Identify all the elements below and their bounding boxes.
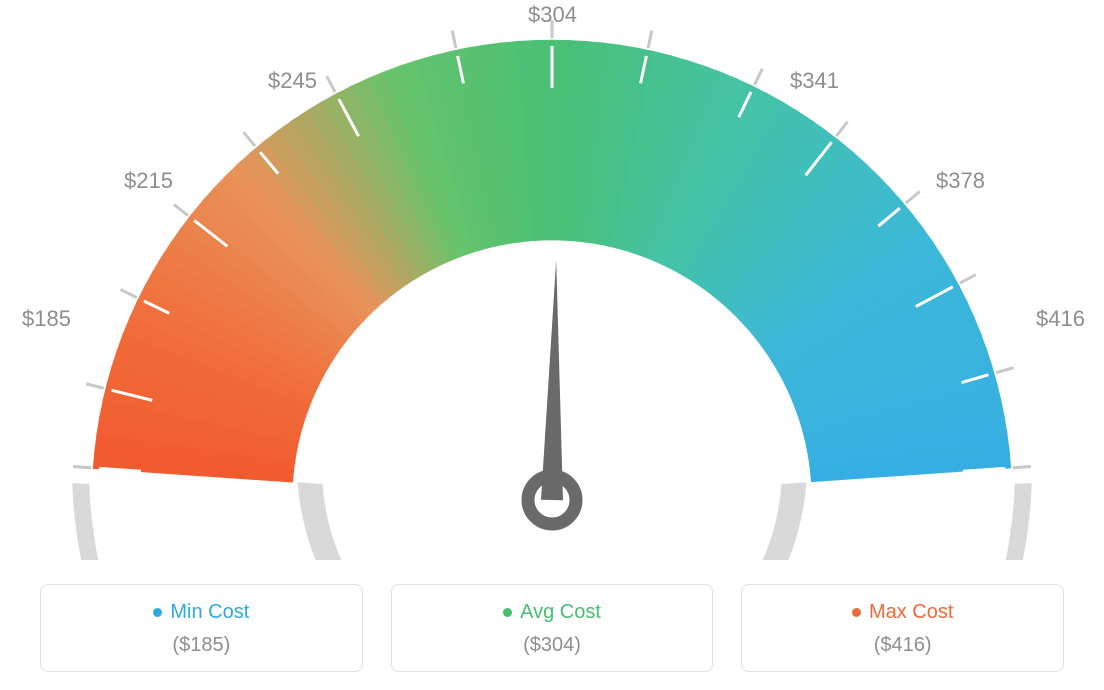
legend-card-max: Max Cost ($416) (741, 584, 1064, 672)
gauge-tick-label: $304 (528, 2, 577, 28)
legend-value-max: ($416) (752, 634, 1053, 657)
legend-value-avg: ($304) (402, 634, 703, 657)
gauge-tick-label: $378 (936, 168, 985, 194)
gauge-tick-label: $215 (124, 168, 173, 194)
legend-label-avg: Avg Cost (520, 601, 601, 624)
legend-label-min: Min Cost (170, 601, 249, 624)
legend-title-avg: Avg Cost (503, 601, 601, 624)
legend-title-min: Min Cost (153, 601, 249, 624)
legend-dot-min (153, 608, 162, 617)
legend-row: Min Cost ($185) Avg Cost ($304) Max Cost… (0, 584, 1104, 672)
legend-title-max: Max Cost (852, 601, 953, 624)
legend-dot-avg (503, 608, 512, 617)
legend-dot-max (852, 608, 861, 617)
gauge-svg (0, 0, 1104, 560)
gauge-tick-label: $341 (790, 68, 839, 94)
gauge-tick-label: $245 (268, 68, 317, 94)
legend-value-min: ($185) (51, 634, 352, 657)
gauge-tick-label: $416 (1036, 306, 1085, 332)
gauge-chart: $185 $215 $245 $304 $341 $378 $416 (0, 0, 1104, 560)
legend-card-avg: Avg Cost ($304) (391, 584, 714, 672)
gauge-tick-label: $185 (22, 306, 71, 332)
legend-label-max: Max Cost (869, 601, 953, 624)
legend-card-min: Min Cost ($185) (40, 584, 363, 672)
